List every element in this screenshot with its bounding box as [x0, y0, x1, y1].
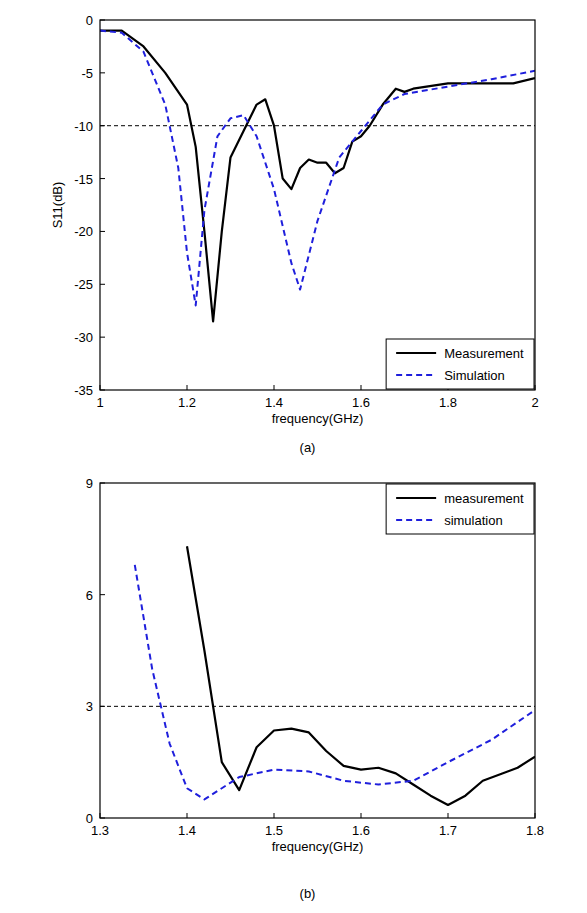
x-tick-label: 1.4: [265, 395, 283, 410]
panel-caption: (a): [300, 440, 316, 455]
x-tick: [361, 385, 362, 390]
legend: measurement simulation: [386, 484, 534, 534]
x-tick: [274, 813, 275, 818]
x-tick-label: 1.8: [439, 395, 457, 410]
y-tick-label: -20: [74, 224, 93, 239]
legend-box: [386, 484, 534, 534]
y-tick-label: 9: [86, 476, 93, 491]
y-tick-label: 6: [86, 588, 93, 603]
legend-label: Measurement: [444, 346, 524, 361]
x-tick: [274, 385, 275, 390]
legend-swatch: [396, 374, 436, 376]
x-tick-label: 1.2: [178, 395, 196, 410]
chart-panel: 1.3 1.4 1.5 1.6 1.7 1.8 0 3 6 9 frequency(GHz) (b) m…: [86, 476, 544, 901]
x-tick-label: 1: [96, 395, 103, 410]
legend-label: measurement: [444, 491, 524, 506]
x-tick-label: 1.7: [439, 823, 457, 838]
y-tick-label: -5: [81, 66, 93, 81]
y-tick: [100, 72, 105, 73]
x-tick-label: 2: [531, 395, 538, 410]
plot-area: [100, 546, 535, 805]
y-tick-label: -25: [74, 277, 93, 292]
y-tick: [100, 284, 105, 285]
y-tick-label: 0: [86, 811, 93, 826]
series-line: [100, 31, 535, 306]
x-tick: [187, 385, 188, 390]
y-tick: [100, 178, 105, 179]
reference-line: [100, 125, 535, 126]
plot-area: [100, 31, 535, 322]
y-tick-label: -15: [74, 172, 93, 187]
x-axis-title: frequency(GHz): [272, 839, 364, 854]
legend: Measurement Simulation: [386, 339, 534, 389]
y-tick-label: 0: [86, 13, 93, 28]
reference-line: [100, 706, 535, 707]
x-tick-label: 1.5: [265, 823, 283, 838]
y-tick: [100, 231, 105, 232]
y-tick: [100, 594, 105, 595]
y-tick: [100, 337, 105, 338]
x-tick-label: 1.4: [178, 823, 196, 838]
x-tick: [361, 813, 362, 818]
y-tick-label: -10: [74, 119, 93, 134]
legend-box: [386, 339, 534, 389]
legend-swatch: [396, 352, 436, 354]
x-tick-label: 1.6: [352, 395, 370, 410]
legend-swatch: [396, 497, 436, 499]
legend-swatch: [396, 519, 436, 521]
legend-label: Simulation: [444, 368, 505, 383]
y-tick-label: -35: [74, 383, 93, 398]
x-tick: [187, 813, 188, 818]
x-tick-label: 1.3: [91, 823, 109, 838]
x-axis-title: frequency(GHz): [272, 411, 364, 426]
series-line: [100, 31, 535, 322]
series-line: [187, 546, 535, 805]
legend-label: simulation: [444, 513, 503, 528]
figure: 1 1.2 1.4 1.6 1.8 2 -35 -30 -25 -20 -15 -10 -5 0 frequ…: [0, 0, 587, 913]
y-tick-label: 3: [86, 699, 93, 714]
y-tick-label: -30: [74, 330, 93, 345]
y-axis-title: S11(dB): [50, 182, 65, 229]
panel-caption: (b): [300, 886, 316, 901]
x-tick-label: 1.6: [352, 823, 370, 838]
chart-panel: 1 1.2 1.4 1.6 1.8 2 -35 -30 -25 -20 -15 -10 -5 0 frequ…: [50, 13, 539, 455]
plot-frame: [100, 483, 535, 818]
x-tick-label: 1.8: [526, 823, 544, 838]
x-tick: [448, 813, 449, 818]
plot-frame: [100, 20, 535, 390]
series-line: [135, 565, 535, 800]
